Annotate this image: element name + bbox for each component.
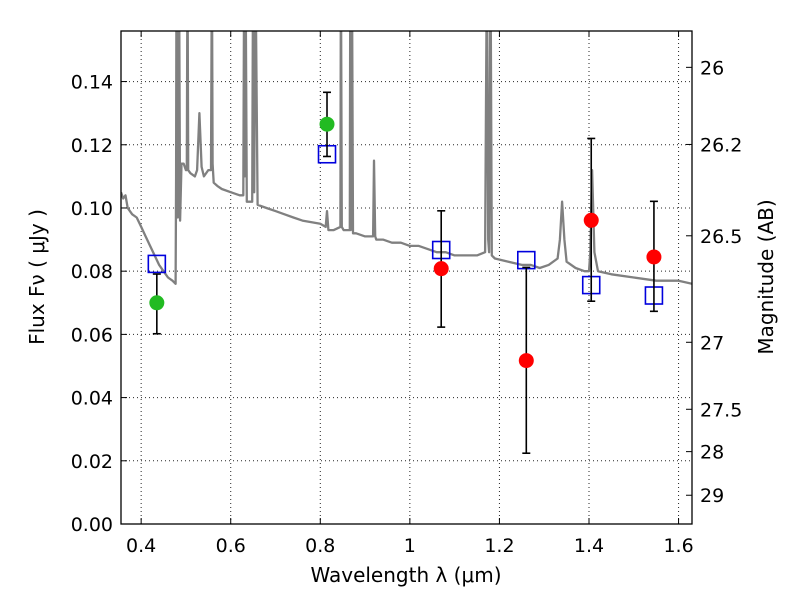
x-tick-label: 1.2 [484,535,514,557]
model-photometry-point [147,254,167,274]
observed-optical-point [149,295,165,311]
model-spectrum-line [121,31,692,285]
y-tick-label: 0.14 [71,72,113,94]
mag-tick-label: 26.2 [700,134,742,156]
y-axis-label: Flux Fν ( μJy ) [25,209,49,345]
mag-tick-label: 28 [700,442,724,464]
x-axis-label: Wavelength λ (μm) [310,563,501,587]
y-axis-right-label: Magnitude (AB) [754,199,778,354]
ticks: 0.4 0.6 0.8 1 1.2 1.4 1.6 0.00 0.02 0.04 0.06 0.08 0… [71,31,742,557]
x-tick-label: 1.4 [574,535,604,557]
mag-tick-label: 29 [700,485,724,507]
x-tick-label: 0.6 [216,535,246,557]
y-tick-label: 0.12 [71,135,113,157]
y-tick-label: 0.10 [71,198,113,220]
mag-tick-label: 27 [700,332,724,354]
y-tick-label: 0.02 [71,451,113,473]
y-tick-label: 0.04 [71,388,113,410]
observed-infrared-point [433,261,449,277]
observed-infrared-point [518,353,534,369]
x-tick-label: 1.6 [663,535,693,557]
plot-area [121,31,692,455]
observed-optical-point [319,116,335,132]
plot-frame [120,30,693,525]
x-tick-label: 1 [404,535,416,557]
observed-infrared-point [583,212,599,228]
y-tick-label: 0.08 [71,261,113,283]
x-tick-label: 0.8 [305,535,335,557]
y-tick-label: 0.00 [71,514,113,536]
observed-infrared-point [646,249,662,265]
mag-tick-label: 26.5 [700,226,742,248]
y-tick-label: 0.06 [71,324,113,346]
mag-tick-label: 27.5 [700,399,742,421]
mag-tick-label: 26 [700,57,724,79]
x-tick-label: 0.4 [126,535,156,557]
